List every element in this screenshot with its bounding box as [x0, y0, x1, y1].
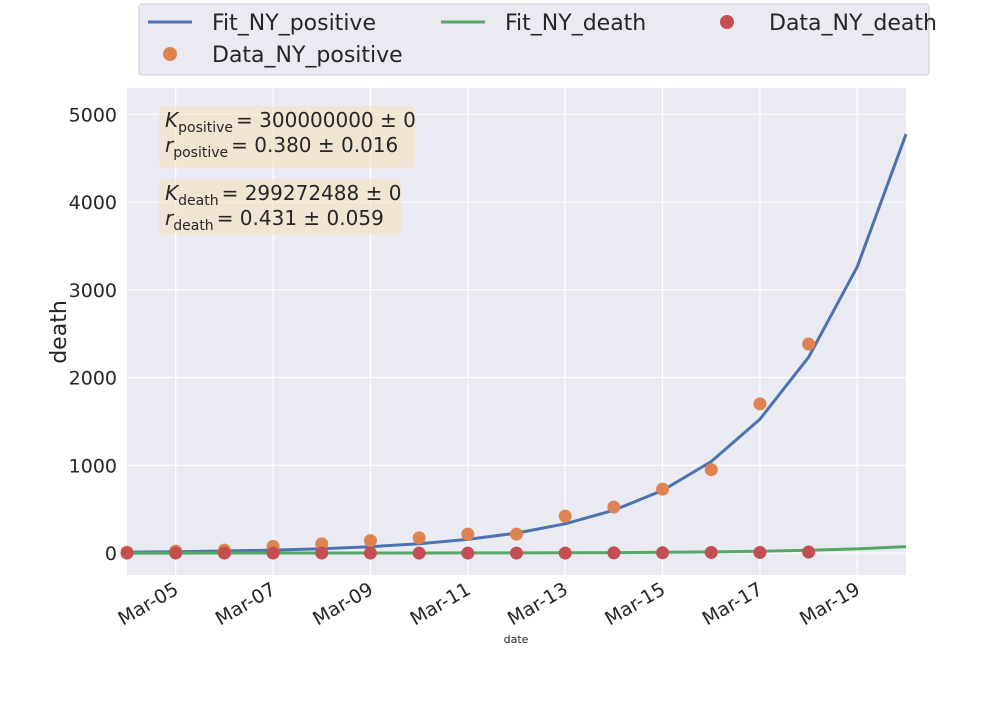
legend-marker-Data_NY_positive: [163, 47, 177, 61]
point-Data_NY_death: [217, 546, 231, 560]
point-Data_NY_positive: [412, 531, 426, 545]
point-Data_NY_death: [363, 546, 377, 560]
point-Data_NY_positive: [461, 527, 475, 541]
point-Data_NY_death: [704, 545, 718, 559]
x-axis-ticks: Mar-05 Mar-07 Mar-09 Mar-11 Mar-13 Mar-15 Mar-…: [114, 578, 863, 630]
annotation-box: [159, 106, 415, 168]
series-points: [120, 337, 816, 560]
point-Data_NY_positive: [607, 500, 621, 514]
legend-marker-Data_NY_death: [720, 15, 734, 29]
annotation-line: Kdeath = 299272488 ± 0: [165, 181, 401, 209]
annotation-value: = 0.431 ± 0.059: [217, 206, 384, 230]
y-tick-label: 0: [105, 543, 117, 565]
point-Data_NY_death: [802, 545, 816, 559]
annotation-variable: K: [165, 181, 180, 205]
annotation-subscript: positive: [173, 145, 228, 161]
point-Data_NY_death: [656, 546, 670, 560]
grid-lines: [127, 88, 906, 575]
annotation-line: rpositive = 0.380 ± 0.016: [165, 133, 398, 161]
x-tick-label: Mar-13: [504, 578, 572, 630]
point-Data_NY_death: [753, 545, 767, 559]
annotation-value: = 299272488 ± 0: [222, 181, 402, 205]
annotation-subscript: positive: [178, 120, 233, 136]
annotation-subscript: death: [178, 193, 218, 209]
legend-label: Fit_NY_death: [505, 11, 646, 36]
point-Data_NY_positive: [753, 397, 767, 411]
point-Data_NY_death: [607, 546, 621, 560]
x-tick-label: Mar-09: [309, 578, 377, 630]
annotation-box: [159, 179, 401, 235]
legend: Fit_NY_positive Data_NY_positive Fit_NY_de…: [138, 3, 937, 76]
point-Data_NY_death: [120, 546, 134, 560]
x-tick-label: Mar-15: [601, 578, 669, 630]
y-axis-ticks: 0 1000 2000 3000 4000 5000: [69, 104, 117, 565]
point-Data_NY_death: [266, 546, 280, 560]
y-tick-label: 4000: [69, 192, 117, 214]
annotation-variable: K: [165, 108, 180, 132]
point-Data_NY_positive: [510, 527, 523, 541]
y-tick-label: 3000: [69, 280, 117, 302]
legend-label: Fit_NY_positive: [212, 11, 376, 36]
x-tick-label: Mar-05: [114, 578, 182, 630]
point-Data_NY_death: [169, 546, 183, 560]
point-Data_NY_positive: [704, 463, 718, 477]
point-Data_NY_positive: [802, 337, 816, 351]
point-Data_NY_positive: [363, 534, 377, 548]
annotation-line: rdeath = 0.431 ± 0.059: [165, 206, 384, 234]
plot-area: [127, 88, 906, 575]
x-tick-label: Mar-19: [796, 578, 864, 630]
legend-label: Data_NY_positive: [212, 43, 403, 68]
y-axis-label: death: [47, 300, 72, 364]
point-Data_NY_positive: [315, 537, 329, 551]
annotation-value: = 0.380 ± 0.016: [231, 133, 398, 157]
point-Data_NY_death: [412, 546, 426, 560]
point-Data_NY_death: [315, 546, 329, 560]
x-tick-label: Mar-07: [212, 578, 280, 630]
x-tick-label: Mar-17: [699, 578, 767, 630]
legend-label: Data_NY_death: [769, 11, 937, 36]
y-tick-label: 5000: [69, 104, 117, 126]
annotation-variable: r: [165, 133, 175, 157]
x-tick-label: Mar-11: [406, 578, 474, 630]
point-Data_NY_positive: [558, 509, 572, 523]
annotation-variable: r: [165, 206, 175, 230]
y-tick-label: 1000: [69, 455, 117, 477]
x-axis-label: date: [504, 633, 529, 646]
point-Data_NY_death: [558, 546, 572, 560]
point-Data_NY_death: [461, 546, 475, 560]
point-Data_NY_death: [510, 546, 523, 560]
annotation-line: Kpositive = 300000000 ± 0: [165, 108, 416, 136]
annotation-value: = 300000000 ± 0: [236, 108, 416, 132]
annotation-subscript: death: [173, 218, 213, 234]
y-tick-label: 2000: [69, 368, 117, 390]
point-Data_NY_positive: [656, 482, 670, 496]
